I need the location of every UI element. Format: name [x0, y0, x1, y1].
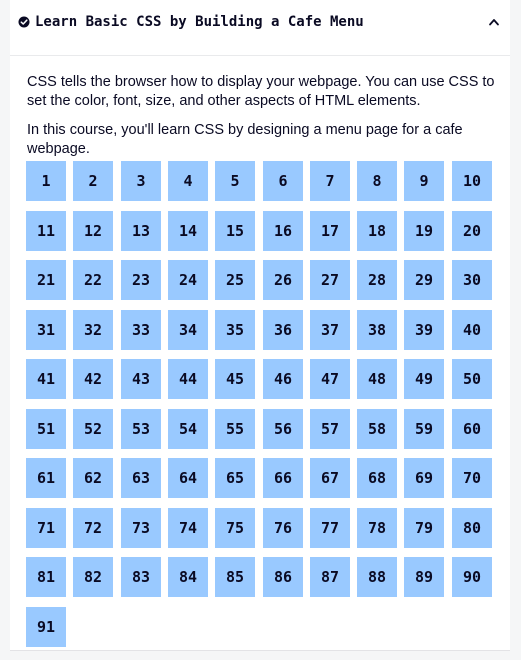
course-header-toggle[interactable]: Learn Basic CSS by Building a Cafe Menu: [10, 0, 510, 56]
step-button[interactable]: 26: [263, 260, 303, 300]
step-button[interactable]: 68: [357, 458, 397, 498]
step-button[interactable]: 64: [168, 458, 208, 498]
step-button[interactable]: 75: [215, 508, 255, 548]
step-button[interactable]: 6: [263, 161, 303, 201]
step-button[interactable]: 89: [404, 557, 444, 597]
step-button[interactable]: 61: [26, 458, 66, 498]
step-button[interactable]: 70: [452, 458, 492, 498]
step-button[interactable]: 5: [215, 161, 255, 201]
step-button[interactable]: 57: [310, 409, 350, 449]
step-button[interactable]: 2: [73, 161, 113, 201]
step-button[interactable]: 59: [404, 409, 444, 449]
step-button[interactable]: 48: [357, 359, 397, 399]
step-button[interactable]: 33: [121, 310, 161, 350]
step-button[interactable]: 15: [215, 211, 255, 251]
step-button[interactable]: 19: [404, 211, 444, 251]
step-button[interactable]: 50: [452, 359, 492, 399]
step-button[interactable]: 71: [26, 508, 66, 548]
step-button[interactable]: 53: [121, 409, 161, 449]
course-description: CSS tells the browser how to display you…: [27, 73, 499, 169]
step-button[interactable]: 51: [26, 409, 66, 449]
step-button[interactable]: 43: [121, 359, 161, 399]
step-button[interactable]: 76: [263, 508, 303, 548]
step-button[interactable]: 13: [121, 211, 161, 251]
step-button[interactable]: 83: [121, 557, 161, 597]
step-button[interactable]: 54: [168, 409, 208, 449]
step-button[interactable]: 8: [357, 161, 397, 201]
step-button[interactable]: 86: [263, 557, 303, 597]
step-button[interactable]: 52: [73, 409, 113, 449]
step-button[interactable]: 88: [357, 557, 397, 597]
step-button[interactable]: 40: [452, 310, 492, 350]
step-button[interactable]: 23: [121, 260, 161, 300]
step-button[interactable]: 29: [404, 260, 444, 300]
step-button[interactable]: 22: [73, 260, 113, 300]
step-button[interactable]: 27: [310, 260, 350, 300]
step-button[interactable]: 11: [26, 211, 66, 251]
step-button[interactable]: 69: [404, 458, 444, 498]
step-button[interactable]: 35: [215, 310, 255, 350]
step-button[interactable]: 72: [73, 508, 113, 548]
step-button[interactable]: 38: [357, 310, 397, 350]
step-button[interactable]: 10: [452, 161, 492, 201]
step-button[interactable]: 90: [452, 557, 492, 597]
check-circle-icon: [18, 16, 30, 28]
step-button[interactable]: 46: [263, 359, 303, 399]
step-button[interactable]: 16: [263, 211, 303, 251]
step-button[interactable]: 66: [263, 458, 303, 498]
step-button[interactable]: 81: [26, 557, 66, 597]
course-card: Learn Basic CSS by Building a Cafe Menu …: [10, 0, 510, 651]
step-button[interactable]: 42: [73, 359, 113, 399]
step-button[interactable]: 62: [73, 458, 113, 498]
step-button[interactable]: 47: [310, 359, 350, 399]
step-button[interactable]: 78: [357, 508, 397, 548]
step-button[interactable]: 67: [310, 458, 350, 498]
step-button[interactable]: 30: [452, 260, 492, 300]
description-paragraph: CSS tells the browser how to display you…: [27, 74, 495, 109]
step-button[interactable]: 45: [215, 359, 255, 399]
step-button[interactable]: 25: [215, 260, 255, 300]
step-button[interactable]: 79: [404, 508, 444, 548]
step-button[interactable]: 24: [168, 260, 208, 300]
step-button[interactable]: 84: [168, 557, 208, 597]
step-button[interactable]: 73: [121, 508, 161, 548]
step-button[interactable]: 37: [310, 310, 350, 350]
step-button[interactable]: 36: [263, 310, 303, 350]
step-button[interactable]: 85: [215, 557, 255, 597]
step-button[interactable]: 58: [357, 409, 397, 449]
step-button[interactable]: 34: [168, 310, 208, 350]
step-button[interactable]: 4: [168, 161, 208, 201]
step-button[interactable]: 44: [168, 359, 208, 399]
step-button[interactable]: 39: [404, 310, 444, 350]
step-button[interactable]: 55: [215, 409, 255, 449]
chevron-up-icon[interactable]: [488, 17, 500, 27]
step-button[interactable]: 63: [121, 458, 161, 498]
step-button[interactable]: 91: [26, 607, 66, 647]
step-button[interactable]: 20: [452, 211, 492, 251]
step-button[interactable]: 28: [357, 260, 397, 300]
step-button[interactable]: 31: [26, 310, 66, 350]
step-button[interactable]: 21: [26, 260, 66, 300]
step-button[interactable]: 32: [73, 310, 113, 350]
step-button[interactable]: 12: [73, 211, 113, 251]
step-button[interactable]: 56: [263, 409, 303, 449]
step-button[interactable]: 80: [452, 508, 492, 548]
step-button[interactable]: 17: [310, 211, 350, 251]
step-button[interactable]: 77: [310, 508, 350, 548]
step-button[interactable]: 9: [404, 161, 444, 201]
step-button[interactable]: 14: [168, 211, 208, 251]
step-button[interactable]: 7: [310, 161, 350, 201]
step-button[interactable]: 65: [215, 458, 255, 498]
step-button[interactable]: 82: [73, 557, 113, 597]
step-button[interactable]: 3: [121, 161, 161, 201]
description-paragraph: In this course, you'll learn CSS by desi…: [27, 122, 463, 157]
step-button[interactable]: 1: [26, 161, 66, 201]
step-button[interactable]: 18: [357, 211, 397, 251]
step-button[interactable]: 49: [404, 359, 444, 399]
course-title: Learn Basic CSS by Building a Cafe Menu: [35, 14, 364, 30]
step-button[interactable]: 41: [26, 359, 66, 399]
step-button[interactable]: 60: [452, 409, 492, 449]
step-button[interactable]: 87: [310, 557, 350, 597]
step-button[interactable]: 74: [168, 508, 208, 548]
